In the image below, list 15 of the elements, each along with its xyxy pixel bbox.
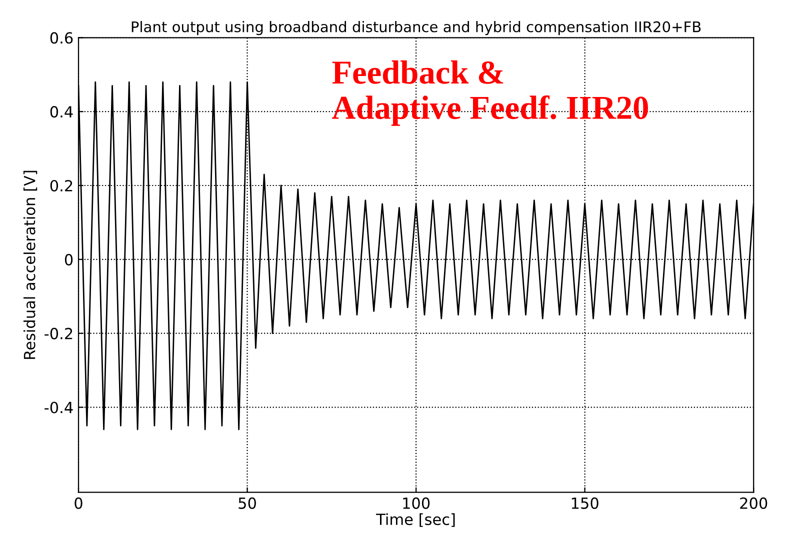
y-axis-title: Residual acceleration [V] [23, 170, 38, 359]
annotation: Feedback & Adaptive Feedf. IIR20 [332, 60, 648, 126]
y-tick-label: 0 [64, 254, 73, 266]
y-tick-label: -0.2 [44, 328, 72, 340]
x-axis-title: Time [sec] [376, 513, 455, 527]
y-tick-label: 0.4 [50, 106, 73, 118]
x-tick-label: 50 [238, 497, 256, 509]
y-tick-label: 0.2 [50, 180, 72, 192]
x-tick-label: 0 [74, 497, 82, 509]
y-tick-label: 0.6 [50, 32, 73, 44]
x-tick-label: 200 [740, 497, 768, 509]
y-tick-label: -0.4 [44, 402, 73, 414]
x-tick-label: 150 [572, 497, 598, 509]
chart-title: Plant output using broadband disturbance and hybrid compensation IIR20+FB [132, 21, 701, 36]
x-tick-label: 100 [403, 497, 430, 509]
